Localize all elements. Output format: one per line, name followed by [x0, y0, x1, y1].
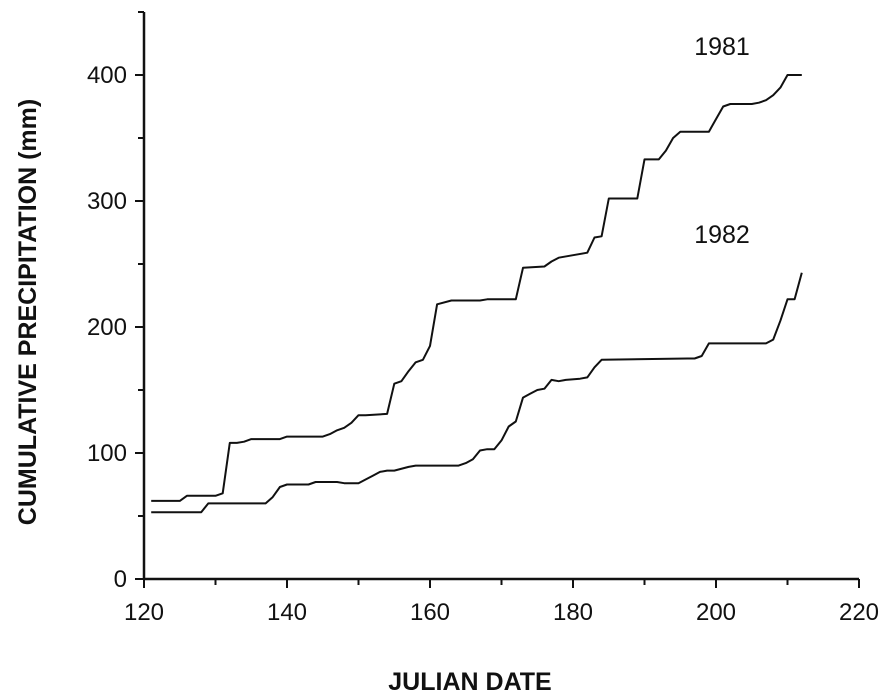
x-tick-label: 160: [410, 599, 450, 626]
x-tick-label: 200: [696, 599, 736, 626]
y-tick-label: 400: [87, 62, 127, 89]
y-tick-label: 100: [87, 440, 127, 467]
series-line-1982: [151, 272, 803, 514]
axes: [142, 12, 859, 581]
series-group: [151, 74, 803, 514]
x-tick-label: 140: [267, 599, 307, 626]
series-line-1981: [151, 74, 802, 502]
x-tick-label: 180: [553, 599, 593, 626]
series-label-1981: 1981: [694, 33, 750, 61]
y-tick-label: 0: [114, 566, 127, 593]
y-axis-title: CUMULATIVE PRECIPITATION (mm): [14, 99, 42, 525]
series-label-1982: 1982: [694, 221, 750, 249]
series-labels: 1981 1982: [694, 33, 750, 249]
x-tick-label: 120: [124, 599, 164, 626]
ticks: [135, 11, 860, 588]
x-tick-labels: 120 140 160 180 200 220: [124, 599, 879, 626]
x-tick-label: 220: [839, 599, 879, 626]
y-tick-labels: 0 100 200 300 400: [87, 62, 127, 593]
y-tick-label: 200: [87, 314, 127, 341]
y-tick-label: 300: [87, 188, 127, 215]
x-axis-title: JULIAN DATE: [388, 668, 551, 696]
